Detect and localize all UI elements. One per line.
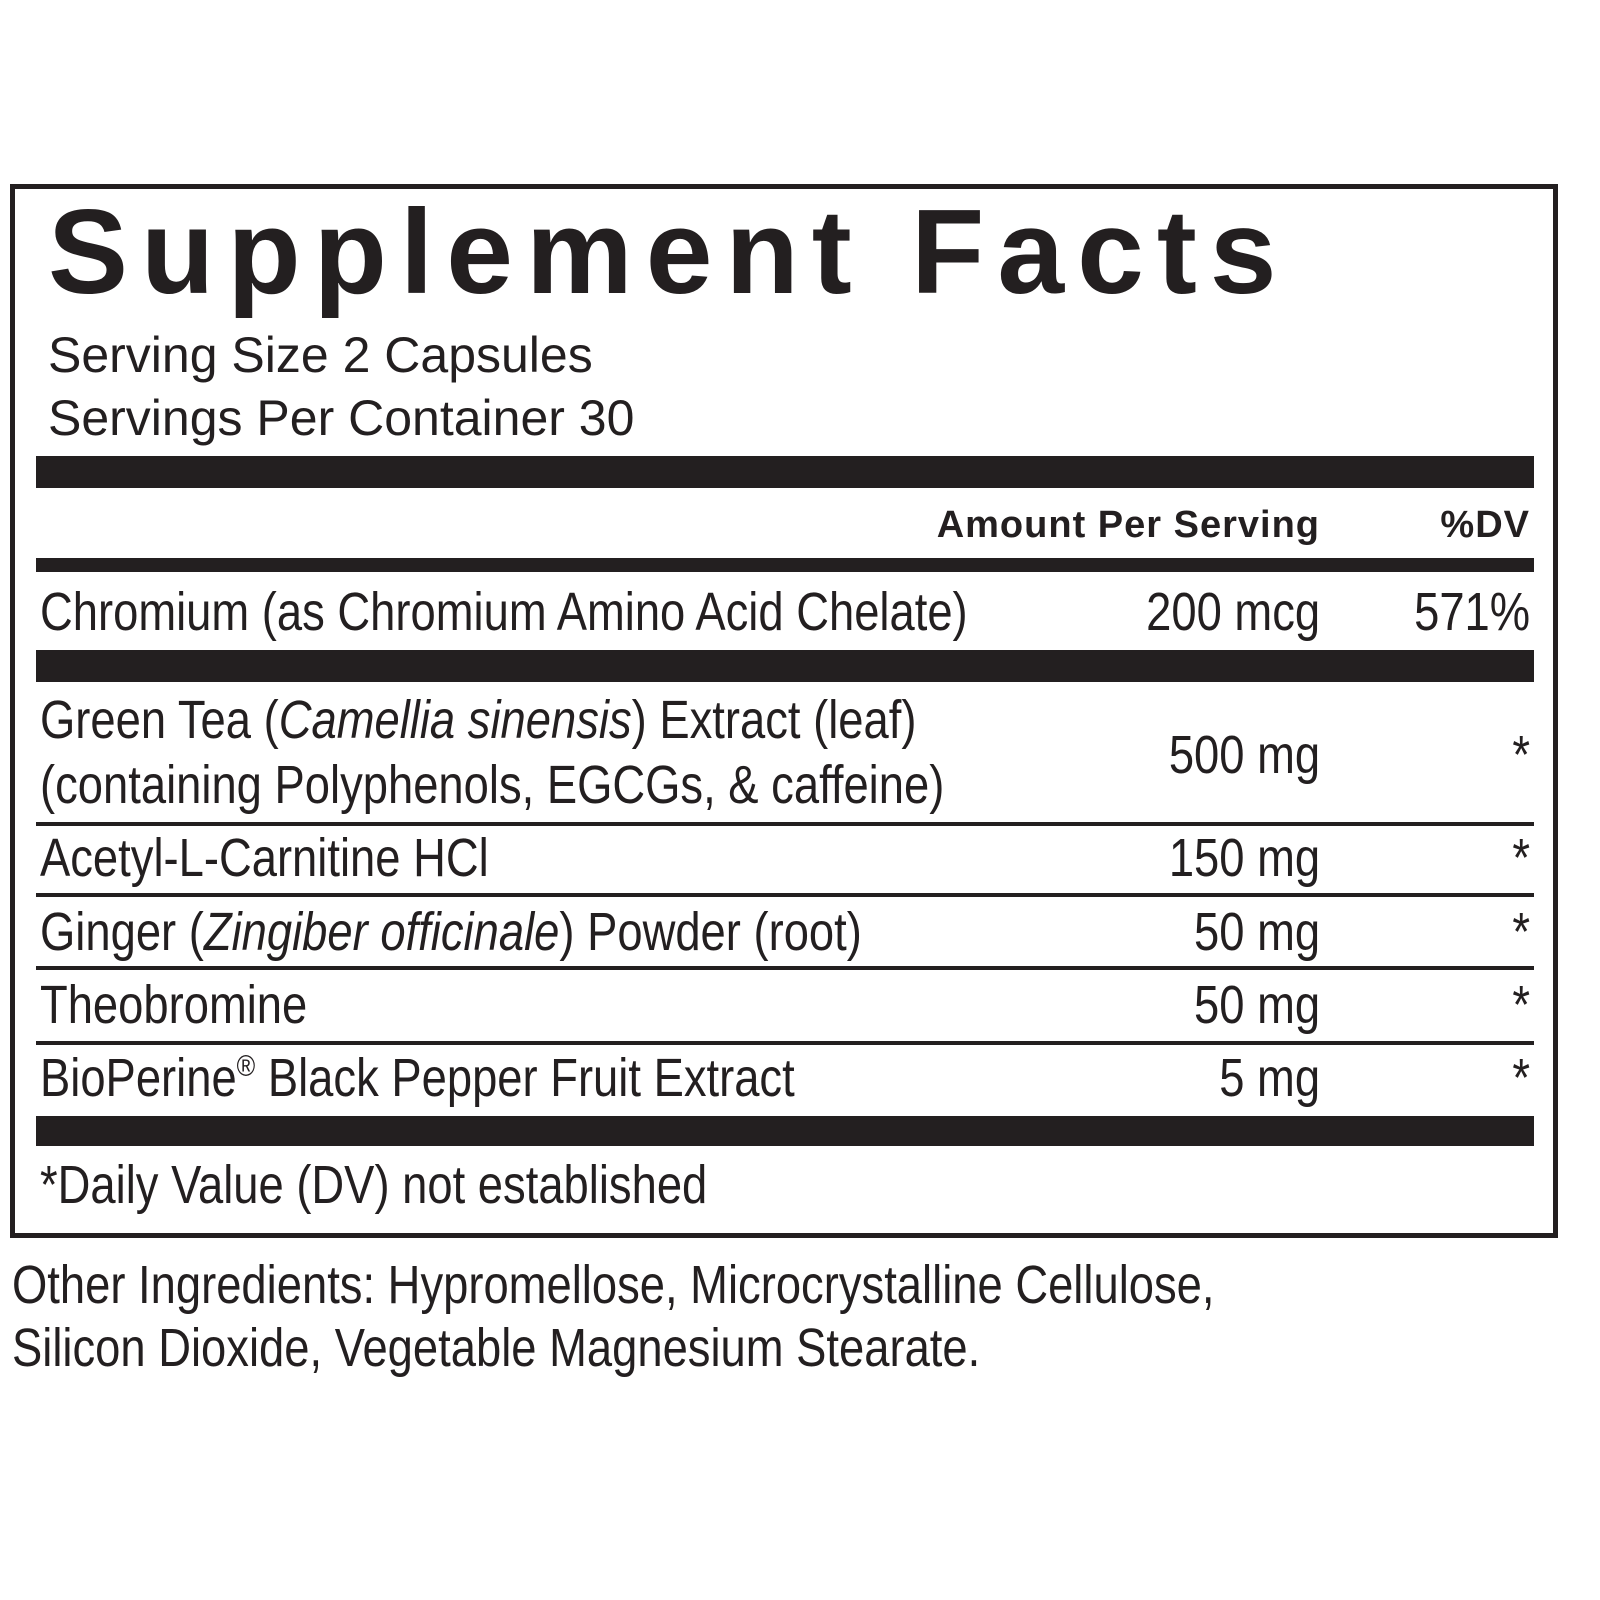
servings-per-container: Servings Per Container 30 [48, 390, 635, 446]
ingredient-name: BioPerine® Black Pepper Fruit Extract [40, 1051, 795, 1105]
title: Supplement Facts [48, 185, 1290, 319]
medium-rule [36, 558, 1534, 572]
daily-value: * [1512, 975, 1530, 1035]
label-border [10, 184, 1558, 1238]
name-segment: (containing Polyphenols, EGCGs, & caffei… [40, 755, 945, 815]
footnote: *Daily Value (DV) not established [40, 1155, 708, 1215]
ingredient-name: Green Tea (Camellia sinensis) Extract (l… [40, 693, 916, 747]
daily-value: * [1512, 725, 1530, 785]
ingredient-name: Acetyl-L-Carnitine HCl [40, 831, 489, 885]
name-segment: Theobromine [40, 975, 308, 1035]
ingredient-name: Ginger (Zingiber officinale) Powder (roo… [40, 905, 862, 959]
name-segment: Chromium (as Chromium Amino Acid Chelate… [40, 582, 968, 642]
dv-header: %DV [1440, 504, 1530, 546]
ingredient-name: (containing Polyphenols, EGCGs, & caffei… [40, 758, 944, 812]
amount: 5 mg [1219, 1048, 1320, 1108]
amount: 200 mcg [1146, 582, 1320, 642]
name-segment: BioPerine [40, 1048, 237, 1108]
name-segment: Ginger ( [40, 902, 204, 962]
name-segment: ® [236, 1050, 256, 1083]
thick-rule [36, 1116, 1534, 1146]
other-ingredients-line: Other Ingredients: Hypromellose, Microcr… [12, 1255, 1215, 1315]
daily-value: 571% [1413, 582, 1530, 642]
thin-rule [36, 893, 1534, 897]
amount-header: Amount Per Serving [936, 504, 1320, 546]
ingredient-name: Theobromine [40, 978, 307, 1032]
name-segment: Black Pepper Fruit Extract [255, 1048, 795, 1108]
amount: 50 mg [1193, 975, 1320, 1035]
name-segment: ) Powder (root) [559, 902, 862, 962]
name-segment: Zingiber officinale [203, 902, 560, 962]
daily-value: * [1512, 828, 1530, 888]
other-ingredients-line: Silicon Dioxide, Vegetable Magnesium Ste… [12, 1318, 981, 1378]
daily-value: * [1512, 1048, 1530, 1108]
amount: 500 mg [1168, 725, 1320, 785]
thick-rule [36, 650, 1534, 682]
serving-size: Serving Size 2 Capsules [48, 327, 593, 383]
thin-rule [36, 822, 1534, 826]
thin-rule [36, 1041, 1534, 1045]
name-segment: ) Extract (leaf) [631, 690, 917, 750]
name-segment: Green Tea ( [40, 690, 279, 750]
name-segment: Camellia sinensis [278, 690, 632, 750]
daily-value: * [1512, 902, 1530, 962]
ingredient-name: Chromium (as Chromium Amino Acid Chelate… [40, 585, 968, 639]
thin-rule [36, 966, 1534, 970]
thick-rule [36, 456, 1534, 488]
amount: 50 mg [1193, 902, 1320, 962]
amount: 150 mg [1168, 828, 1320, 888]
name-segment: Acetyl-L-Carnitine HCl [40, 828, 489, 888]
